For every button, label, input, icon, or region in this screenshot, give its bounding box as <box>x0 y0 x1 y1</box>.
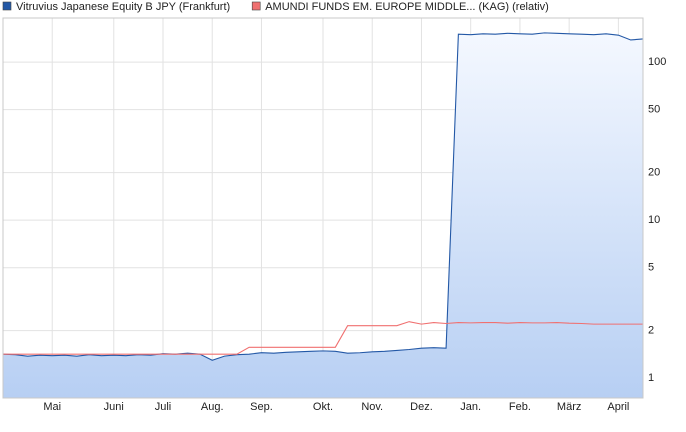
x-tick-label: Juni <box>104 401 124 413</box>
legend-label: AMUNDI FUNDS EM. EUROPE MIDDLE... (KAG) … <box>265 1 549 13</box>
x-tick-label: Jan. <box>460 401 481 413</box>
x-tick-label: Okt. <box>313 401 333 413</box>
y-tick-label: 5 <box>648 262 654 274</box>
y-tick-label: 20 <box>648 166 660 178</box>
x-tick-label: Dez. <box>410 401 433 413</box>
x-tick-label: April <box>607 401 629 413</box>
legend-swatch <box>2 1 12 11</box>
x-tick-label: Mai <box>43 401 61 413</box>
x-tick-label: März <box>557 401 581 413</box>
line <box>3 321 643 355</box>
y-tick-label: 50 <box>648 104 660 116</box>
y-tick-label: 2 <box>648 325 654 337</box>
y-tick-label: 1 <box>648 372 654 384</box>
x-tick-label: Nov. <box>361 401 383 413</box>
legend-swatch <box>251 1 261 11</box>
legend-label: Vitruvius Japanese Equity B JPY (Frankfu… <box>16 1 230 13</box>
line <box>2 32 644 361</box>
x-tick-label: Juli <box>155 401 172 413</box>
x-tick-label: Feb. <box>509 401 531 413</box>
y-tick-label: 10 <box>648 214 660 226</box>
y-tick-label: 100 <box>648 56 666 68</box>
plot-frame <box>2 17 644 399</box>
x-tick-label: Sep. <box>250 401 273 413</box>
area-fill <box>3 32 643 398</box>
x-tick-label: Aug. <box>201 401 224 413</box>
